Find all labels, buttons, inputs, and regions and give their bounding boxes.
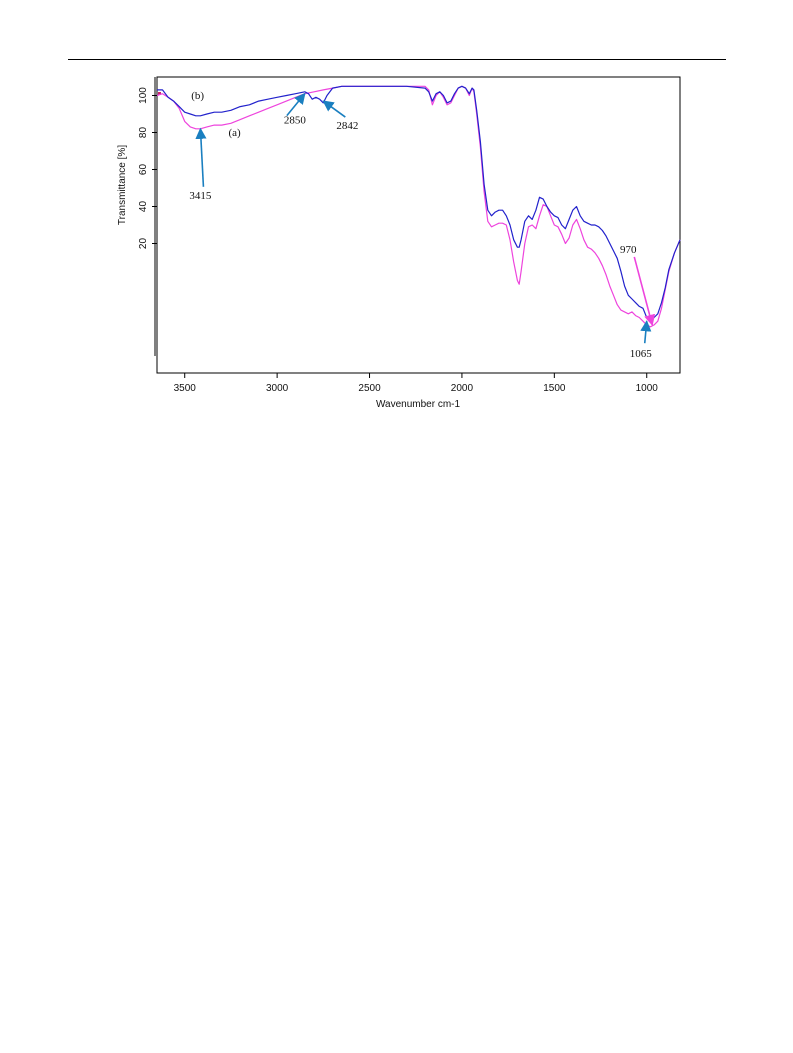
x-tick-label: 2000 [451,383,474,394]
x-tick-label: 1500 [543,383,566,394]
series-line-a [156,85,681,328]
peak-label: 2842 [336,120,358,132]
x-tick-label: 2500 [358,383,381,394]
peak-label: 970 [620,244,637,256]
y-tick-label: 60 [138,164,149,176]
y-tick-label: 100 [138,87,149,104]
peak-arrow [633,256,656,326]
header-rule [68,59,726,60]
x-tick-label: 3500 [174,383,197,394]
peak-label: 1065 [630,348,653,360]
x-tick-label: 3000 [266,383,289,394]
x-ticks: 3500 3000 2500 2000 1500 1000 [174,373,659,394]
peak-label: 2850 [284,115,307,127]
y-tick-label: 20 [138,238,149,250]
ftir-chart: 20 40 60 80 100 3500 3000 2500 2000 1500 1000 Tra… [117,76,681,410]
peak-label: 3415 [189,190,212,202]
curve-label: (b) [191,90,204,102]
top-left-marker [158,92,161,95]
peak-arrow [322,100,346,118]
peak-arrow [195,127,207,187]
curve-label: (a) [229,127,242,139]
y-tick-label: 40 [138,201,149,213]
plot-frame [156,76,681,374]
peak-arrow [640,320,652,344]
x-axis-title: Wavenumber cm-1 [376,399,461,410]
y-axis-title: Transmittance [%] [117,145,128,225]
peak-arrow [286,92,306,117]
series-layer [156,85,681,328]
series-line-b [157,85,681,322]
y-ticks: 20 40 60 80 100 [138,87,157,249]
y-tick-label: 80 [138,127,149,139]
x-tick-label: 1000 [636,383,659,394]
annotation-layer: (b) (a) 3415 2850 2842 970 1065 [189,90,656,360]
